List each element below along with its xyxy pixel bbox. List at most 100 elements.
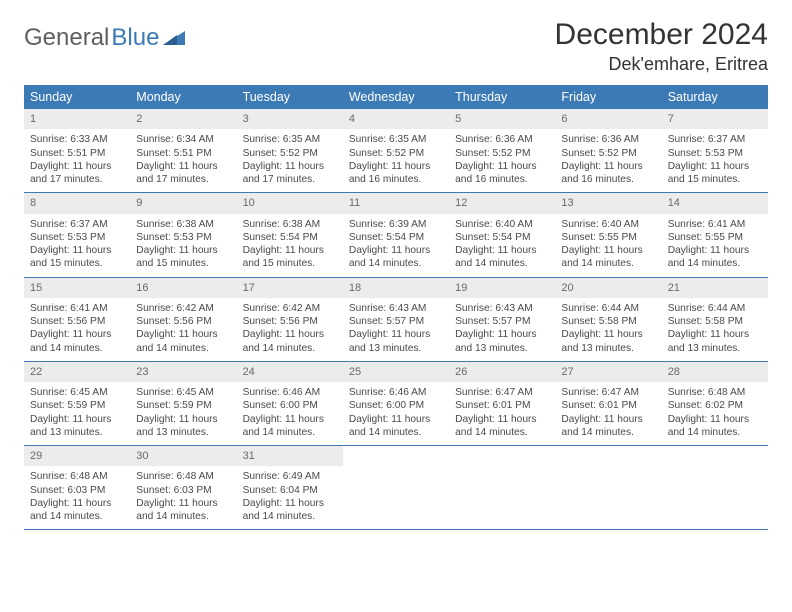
- sunset-text: Sunset: 5:56 PM: [30, 315, 124, 328]
- day-body: Sunrise: 6:48 AMSunset: 6:03 PMDaylight:…: [130, 466, 236, 529]
- month-title: December 2024: [555, 18, 768, 52]
- day-cell: [449, 446, 555, 529]
- day-body: Sunrise: 6:43 AMSunset: 5:57 PMDaylight:…: [343, 298, 449, 361]
- day-cell: 30Sunrise: 6:48 AMSunset: 6:03 PMDayligh…: [130, 446, 236, 529]
- day-cell: 9Sunrise: 6:38 AMSunset: 5:53 PMDaylight…: [130, 193, 236, 276]
- day-body: Sunrise: 6:39 AMSunset: 5:54 PMDaylight:…: [343, 214, 449, 277]
- day-number: 13: [555, 193, 661, 213]
- sunset-text: Sunset: 5:54 PM: [455, 231, 549, 244]
- logo-text-blue: Blue: [111, 24, 159, 52]
- daylight-text: Daylight: 11 hours and 14 minutes.: [668, 244, 762, 271]
- day-body: Sunrise: 6:33 AMSunset: 5:51 PMDaylight:…: [24, 129, 130, 192]
- day-cell: [662, 446, 768, 529]
- daylight-text: Daylight: 11 hours and 14 minutes.: [561, 413, 655, 440]
- daylight-text: Daylight: 11 hours and 14 minutes.: [30, 497, 124, 524]
- weekday-header: Wednesday: [343, 85, 449, 109]
- sunrise-text: Sunrise: 6:41 AM: [30, 302, 124, 315]
- daylight-text: Daylight: 11 hours and 14 minutes.: [30, 328, 124, 355]
- sunrise-text: Sunrise: 6:46 AM: [349, 386, 443, 399]
- weekday-header: Thursday: [449, 85, 555, 109]
- daylight-text: Daylight: 11 hours and 13 minutes.: [668, 328, 762, 355]
- sunset-text: Sunset: 5:52 PM: [561, 147, 655, 160]
- day-number: 25: [343, 362, 449, 382]
- logo-text-general: General: [24, 24, 109, 52]
- sunset-text: Sunset: 5:55 PM: [561, 231, 655, 244]
- day-number: 2: [130, 109, 236, 129]
- day-body: Sunrise: 6:38 AMSunset: 5:53 PMDaylight:…: [130, 214, 236, 277]
- sunrise-text: Sunrise: 6:44 AM: [561, 302, 655, 315]
- daylight-text: Daylight: 11 hours and 14 minutes.: [349, 244, 443, 271]
- sunrise-text: Sunrise: 6:44 AM: [668, 302, 762, 315]
- weekday-header: Friday: [555, 85, 661, 109]
- daylight-text: Daylight: 11 hours and 15 minutes.: [30, 244, 124, 271]
- day-cell: 24Sunrise: 6:46 AMSunset: 6:00 PMDayligh…: [237, 362, 343, 445]
- sunrise-text: Sunrise: 6:37 AM: [30, 218, 124, 231]
- title-block: December 2024 Dek'emhare, Eritrea: [555, 18, 768, 75]
- day-cell: 15Sunrise: 6:41 AMSunset: 5:56 PMDayligh…: [24, 278, 130, 361]
- sunset-text: Sunset: 5:51 PM: [30, 147, 124, 160]
- sunset-text: Sunset: 5:51 PM: [136, 147, 230, 160]
- sunset-text: Sunset: 6:04 PM: [243, 484, 337, 497]
- day-number: 9: [130, 193, 236, 213]
- day-body: Sunrise: 6:37 AMSunset: 5:53 PMDaylight:…: [24, 214, 130, 277]
- day-cell: 31Sunrise: 6:49 AMSunset: 6:04 PMDayligh…: [237, 446, 343, 529]
- day-body: Sunrise: 6:48 AMSunset: 6:02 PMDaylight:…: [662, 382, 768, 445]
- day-cell: 6Sunrise: 6:36 AMSunset: 5:52 PMDaylight…: [555, 109, 661, 192]
- day-number: 8: [24, 193, 130, 213]
- weekday-header: Monday: [130, 85, 236, 109]
- location: Dek'emhare, Eritrea: [555, 54, 768, 75]
- day-number: 16: [130, 278, 236, 298]
- sunset-text: Sunset: 5:55 PM: [668, 231, 762, 244]
- day-body: Sunrise: 6:35 AMSunset: 5:52 PMDaylight:…: [343, 129, 449, 192]
- daylight-text: Daylight: 11 hours and 15 minutes.: [243, 244, 337, 271]
- day-number: 21: [662, 278, 768, 298]
- day-body: Sunrise: 6:34 AMSunset: 5:51 PMDaylight:…: [130, 129, 236, 192]
- sunset-text: Sunset: 5:52 PM: [349, 147, 443, 160]
- week-row: 29Sunrise: 6:48 AMSunset: 6:03 PMDayligh…: [24, 446, 768, 530]
- sunset-text: Sunset: 6:00 PM: [349, 399, 443, 412]
- sunrise-text: Sunrise: 6:43 AM: [455, 302, 549, 315]
- sunrise-text: Sunrise: 6:45 AM: [30, 386, 124, 399]
- sunset-text: Sunset: 5:53 PM: [30, 231, 124, 244]
- sunrise-text: Sunrise: 6:47 AM: [561, 386, 655, 399]
- daylight-text: Daylight: 11 hours and 15 minutes.: [668, 160, 762, 187]
- sunset-text: Sunset: 5:57 PM: [349, 315, 443, 328]
- day-body: Sunrise: 6:41 AMSunset: 5:55 PMDaylight:…: [662, 214, 768, 277]
- weekday-header-row: Sunday Monday Tuesday Wednesday Thursday…: [24, 85, 768, 109]
- day-body: Sunrise: 6:36 AMSunset: 5:52 PMDaylight:…: [555, 129, 661, 192]
- weekday-header: Tuesday: [237, 85, 343, 109]
- daylight-text: Daylight: 11 hours and 13 minutes.: [349, 328, 443, 355]
- sunrise-text: Sunrise: 6:47 AM: [455, 386, 549, 399]
- day-number: 11: [343, 193, 449, 213]
- sunrise-text: Sunrise: 6:46 AM: [243, 386, 337, 399]
- daylight-text: Daylight: 11 hours and 13 minutes.: [136, 413, 230, 440]
- day-body: Sunrise: 6:36 AMSunset: 5:52 PMDaylight:…: [449, 129, 555, 192]
- day-body: Sunrise: 6:42 AMSunset: 5:56 PMDaylight:…: [130, 298, 236, 361]
- day-body: Sunrise: 6:49 AMSunset: 6:04 PMDaylight:…: [237, 466, 343, 529]
- day-cell: 12Sunrise: 6:40 AMSunset: 5:54 PMDayligh…: [449, 193, 555, 276]
- sunrise-text: Sunrise: 6:37 AM: [668, 133, 762, 146]
- week-row: 8Sunrise: 6:37 AMSunset: 5:53 PMDaylight…: [24, 193, 768, 277]
- daylight-text: Daylight: 11 hours and 13 minutes.: [455, 328, 549, 355]
- day-number: 7: [662, 109, 768, 129]
- day-body: Sunrise: 6:45 AMSunset: 5:59 PMDaylight:…: [24, 382, 130, 445]
- sunrise-text: Sunrise: 6:36 AM: [561, 133, 655, 146]
- daylight-text: Daylight: 11 hours and 14 minutes.: [455, 244, 549, 271]
- sunrise-text: Sunrise: 6:36 AM: [455, 133, 549, 146]
- sunset-text: Sunset: 5:56 PM: [136, 315, 230, 328]
- day-cell: 18Sunrise: 6:43 AMSunset: 5:57 PMDayligh…: [343, 278, 449, 361]
- logo: GeneralBlue: [24, 18, 185, 52]
- day-number: 17: [237, 278, 343, 298]
- sunrise-text: Sunrise: 6:40 AM: [455, 218, 549, 231]
- day-body: Sunrise: 6:47 AMSunset: 6:01 PMDaylight:…: [449, 382, 555, 445]
- weeks-container: 1Sunrise: 6:33 AMSunset: 5:51 PMDaylight…: [24, 109, 768, 530]
- daylight-text: Daylight: 11 hours and 14 minutes.: [243, 497, 337, 524]
- day-number: 14: [662, 193, 768, 213]
- daylight-text: Daylight: 11 hours and 17 minutes.: [243, 160, 337, 187]
- day-body: Sunrise: 6:43 AMSunset: 5:57 PMDaylight:…: [449, 298, 555, 361]
- sunrise-text: Sunrise: 6:42 AM: [243, 302, 337, 315]
- day-cell: 1Sunrise: 6:33 AMSunset: 5:51 PMDaylight…: [24, 109, 130, 192]
- sunset-text: Sunset: 6:03 PM: [136, 484, 230, 497]
- day-body: Sunrise: 6:41 AMSunset: 5:56 PMDaylight:…: [24, 298, 130, 361]
- sunset-text: Sunset: 5:58 PM: [561, 315, 655, 328]
